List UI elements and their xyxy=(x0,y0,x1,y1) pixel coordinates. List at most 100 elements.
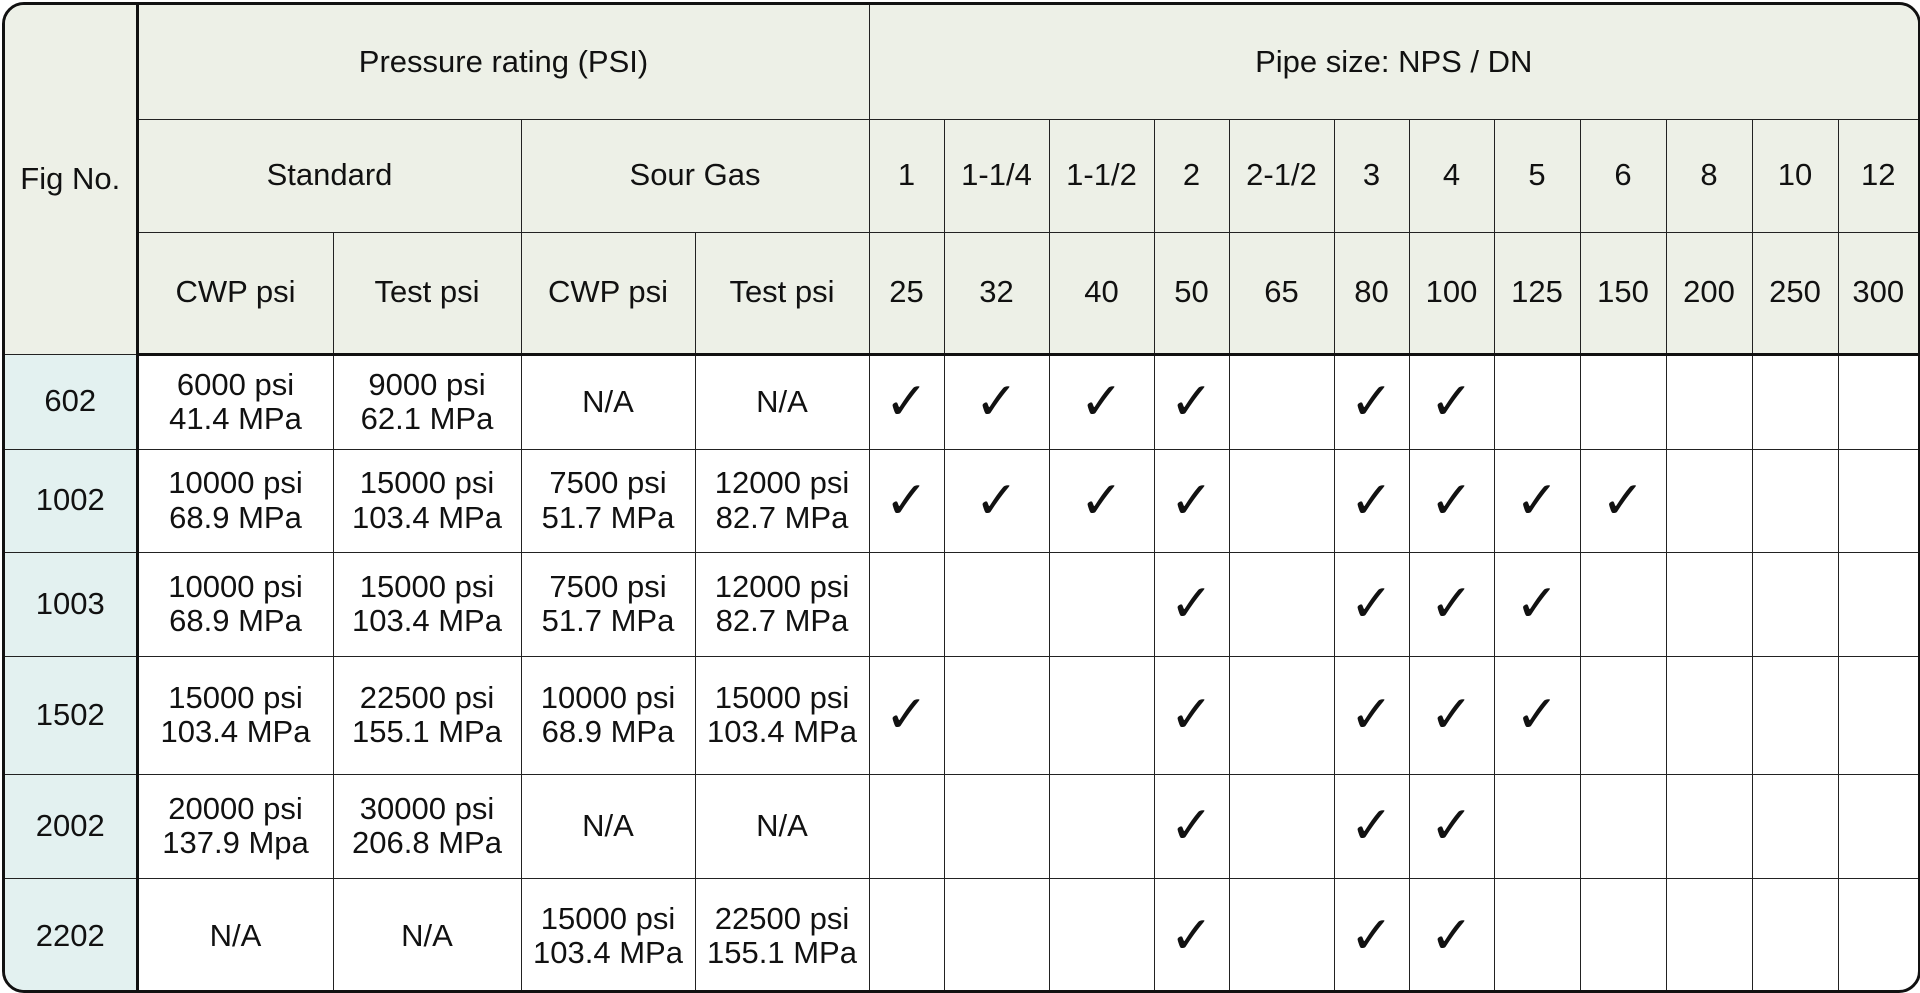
pressure-psi-value: 15000 psi xyxy=(359,465,495,501)
size-availability-cell: ✓ xyxy=(943,353,1050,450)
sour-test-cell: 12000 psi 82.7 MPa xyxy=(694,551,870,657)
pressure-mpa-value: 62.1 MPa xyxy=(360,401,494,436)
sour-cwp-cell: 10000 psi 68.9 MPa xyxy=(520,655,696,775)
fig-no-cell: 1502 xyxy=(5,655,139,775)
sour-gas-header: Sour Gas xyxy=(520,118,870,233)
check-mark-icon: ✓ xyxy=(1429,470,1474,531)
size-availability-cell xyxy=(943,773,1050,879)
size-availability-cell xyxy=(1579,353,1667,450)
pressure-rating-header: Pressure rating (PSI) xyxy=(136,5,870,120)
size-availability-cell xyxy=(1665,877,1753,990)
size-availability-cell: ✓ xyxy=(868,353,945,450)
size-availability-cell xyxy=(1228,353,1335,450)
check-mark-icon: ✓ xyxy=(1429,905,1474,966)
size-availability-cell xyxy=(1228,773,1335,879)
size-availability-cell xyxy=(1493,353,1581,450)
check-mark-icon: ✓ xyxy=(884,685,929,745)
nps-header: 5 xyxy=(1493,118,1581,233)
pipe-size-header: Pipe size: NPS / DN xyxy=(868,5,1918,120)
pressure-rating-table: Fig No. Pressure rating (PSI) Pipe size:… xyxy=(5,5,1918,990)
pressure-psi-value: N/A xyxy=(582,383,634,419)
size-availability-cell xyxy=(1751,655,1839,775)
size-availability-cell xyxy=(1228,448,1335,553)
pressure-mpa-value: 68.9 MPa xyxy=(169,499,302,535)
size-availability-cell xyxy=(1228,655,1335,775)
table-body: 602 6000 psi 41.4 MPa 9000 psi 62.1 MPa N/A N/… xyxy=(5,353,1918,990)
size-availability-cell: ✓ xyxy=(1153,877,1230,990)
size-availability-cell: ✓ xyxy=(1333,353,1410,450)
size-availability-cell xyxy=(1837,353,1918,450)
pressure-psi-value: 20000 psi xyxy=(168,790,303,826)
size-availability-cell: ✓ xyxy=(1408,551,1495,657)
check-mark-icon: ✓ xyxy=(1601,470,1645,531)
dn-header: 150 xyxy=(1579,231,1667,356)
std-test-cell: 30000 psi 206.8 MPa xyxy=(332,773,522,879)
size-availability-cell xyxy=(1579,773,1667,879)
pressure-psi-value: 30000 psi xyxy=(359,790,495,826)
size-availability-cell: ✓ xyxy=(1408,655,1495,775)
size-availability-cell xyxy=(1751,551,1839,657)
table-row: 2002 20000 psi 137.9 Mpa 30000 psi 206.8 MPa… xyxy=(5,773,1918,879)
size-availability-cell xyxy=(1751,448,1839,553)
nps-header: 1-1/2 xyxy=(1048,118,1155,233)
check-mark-icon: ✓ xyxy=(1349,796,1394,856)
size-availability-cell: ✓ xyxy=(1579,448,1667,553)
size-availability-cell: ✓ xyxy=(1333,877,1410,990)
size-availability-cell: ✓ xyxy=(1153,448,1230,553)
sour-gas-test-header: Test psi xyxy=(694,231,870,356)
size-availability-cell: ✓ xyxy=(1153,773,1230,879)
pressure-mpa-value: 51.7 MPa xyxy=(541,499,675,535)
pressure-psi-value: 15000 psi xyxy=(540,900,676,936)
sour-test-cell: N/A xyxy=(694,773,870,879)
size-availability-cell xyxy=(943,551,1050,657)
pressure-psi-value: 10000 psi xyxy=(168,568,303,604)
check-mark-icon: ✓ xyxy=(1169,470,1214,531)
pressure-psi-value: 7500 psi xyxy=(549,465,667,501)
table-row: 1003 10000 psi 68.9 MPa 15000 psi 103.4 MPa 7… xyxy=(5,551,1918,657)
size-availability-cell xyxy=(1665,551,1753,657)
size-availability-cell xyxy=(1751,877,1839,990)
size-availability-cell: ✓ xyxy=(1153,353,1230,450)
size-availability-cell xyxy=(943,655,1050,775)
standard-test-header: Test psi xyxy=(332,231,522,356)
table-row: 1002 10000 psi 68.9 MPa 15000 psi 103.4 MPa 7… xyxy=(5,448,1918,553)
size-availability-cell: ✓ xyxy=(1153,551,1230,657)
pressure-mpa-value: 103.4 MPa xyxy=(533,934,683,970)
size-availability-cell xyxy=(868,773,945,879)
size-availability-cell xyxy=(1665,448,1753,553)
nps-header: 4 xyxy=(1408,118,1495,233)
pressure-mpa-value: 137.9 Mpa xyxy=(162,825,309,860)
dn-header: 125 xyxy=(1493,231,1581,356)
size-availability-cell: ✓ xyxy=(1153,655,1230,775)
pressure-mpa-value: 51.7 MPa xyxy=(541,603,675,638)
table-row: 602 6000 psi 41.4 MPa 9000 psi 62.1 MPa N/A N/… xyxy=(5,353,1918,450)
size-availability-cell xyxy=(1048,655,1155,775)
size-availability-cell xyxy=(1579,655,1667,775)
check-mark-icon: ✓ xyxy=(1429,372,1474,432)
pressure-mpa-value: 82.7 MPa xyxy=(715,603,849,638)
check-mark-icon: ✓ xyxy=(884,470,929,531)
check-mark-icon: ✓ xyxy=(1429,796,1474,856)
size-availability-cell xyxy=(1228,551,1335,657)
size-availability-cell xyxy=(1579,877,1667,990)
size-availability-cell: ✓ xyxy=(1408,353,1495,450)
size-availability-cell xyxy=(1048,877,1155,990)
fig-no-cell: 1003 xyxy=(5,551,139,657)
check-mark-icon: ✓ xyxy=(1349,905,1394,966)
dn-header: 65 xyxy=(1228,231,1335,356)
size-availability-cell xyxy=(1837,877,1918,990)
size-availability-cell xyxy=(1665,655,1753,775)
pressure-psi-value: N/A xyxy=(209,917,262,953)
nps-header: 12 xyxy=(1837,118,1918,233)
std-test-cell: 15000 psi 103.4 MPa xyxy=(332,551,522,657)
size-availability-cell xyxy=(1837,551,1918,657)
size-availability-cell: ✓ xyxy=(1408,773,1495,879)
size-availability-cell xyxy=(1665,353,1753,450)
dn-header: 80 xyxy=(1333,231,1410,356)
size-availability-cell xyxy=(1048,773,1155,879)
fig-no-cell: 2202 xyxy=(5,877,139,990)
size-availability-cell: ✓ xyxy=(1333,448,1410,553)
std-test-cell: N/A xyxy=(332,877,522,990)
nps-header: 10 xyxy=(1751,118,1839,233)
